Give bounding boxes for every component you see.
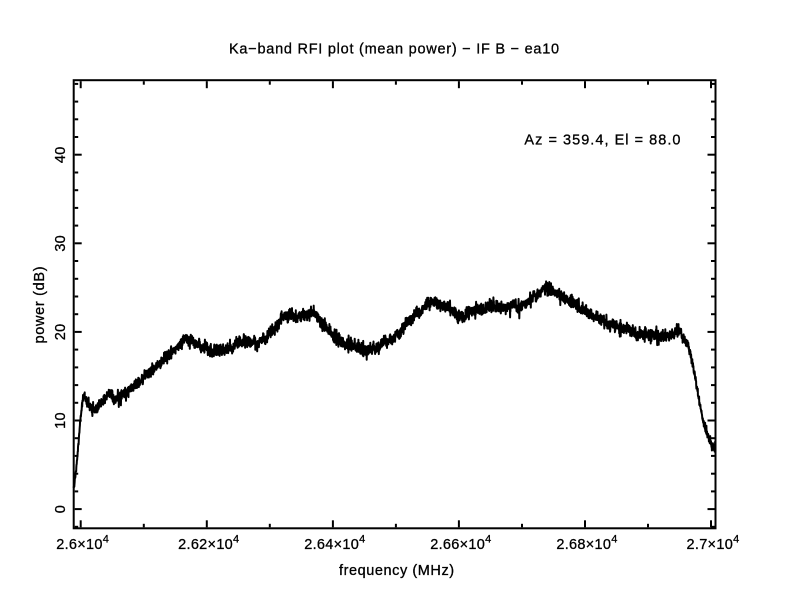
svg-text:30: 30 xyxy=(53,235,69,252)
svg-text:power (dB): power (dB) xyxy=(32,266,48,344)
svg-text:2.6×104: 2.6×104 xyxy=(56,533,109,553)
svg-text:20: 20 xyxy=(53,324,69,341)
svg-text:2.62×104: 2.62×104 xyxy=(178,533,239,553)
svg-text:2.64×104: 2.64×104 xyxy=(304,533,365,553)
svg-text:10: 10 xyxy=(53,412,69,429)
svg-text:2.7×104: 2.7×104 xyxy=(687,533,740,553)
svg-text:2.66×104: 2.66×104 xyxy=(430,533,491,553)
svg-text:Ka−band RFI plot (mean power): Ka−band RFI plot (mean power) − IF B − e… xyxy=(229,41,560,57)
svg-text:2.68×104: 2.68×104 xyxy=(556,533,617,553)
svg-text:Az = 359.4, El = 88.0: Az = 359.4, El = 88.0 xyxy=(524,133,681,149)
svg-text:0: 0 xyxy=(53,505,69,513)
svg-text:frequency (MHz): frequency (MHz) xyxy=(339,563,455,579)
svg-text:40: 40 xyxy=(53,146,69,163)
